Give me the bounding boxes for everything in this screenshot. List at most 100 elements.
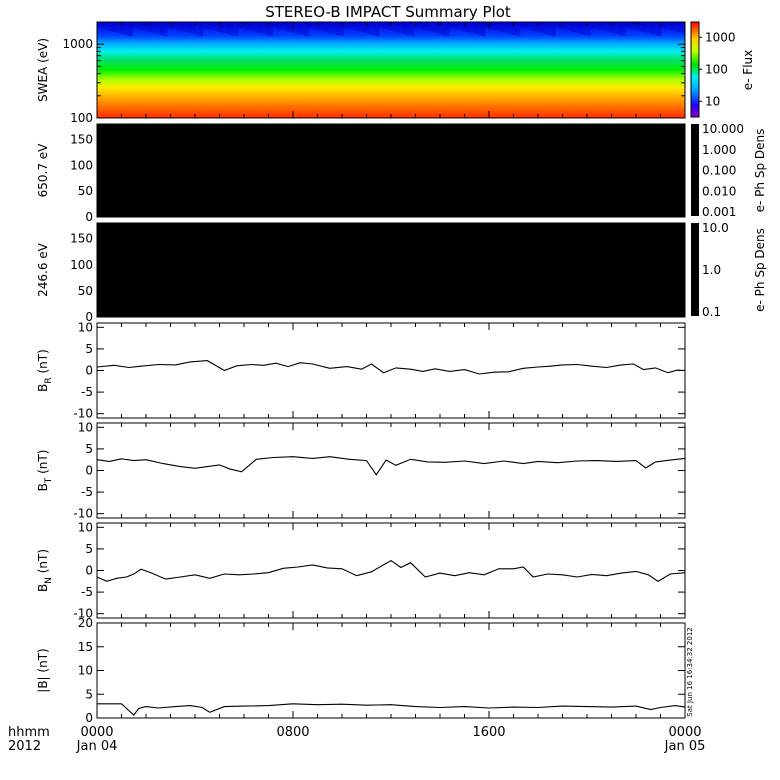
- swea-texture-column: [673, 22, 678, 31]
- swea-texture-column: [418, 22, 423, 29]
- swea-texture-column: [316, 22, 321, 30]
- swea-texture-column: [128, 22, 133, 36]
- br-panel-data-point: [434, 368, 436, 370]
- bmag-panel-ylabel: |B| (nT): [36, 648, 50, 692]
- timestamp-note: Sat Jun 16 16:34:32 2012: [686, 627, 694, 716]
- bmag-panel-data-point: [684, 706, 686, 708]
- bmag-panel-data-point: [488, 707, 490, 709]
- bt-panel-data-point: [395, 464, 397, 466]
- bt-panel-data-point: [464, 460, 465, 462]
- swea-colorbar-label: e- Flux: [741, 50, 755, 90]
- br-panel-data-point: [128, 367, 130, 368]
- bn-panel-ylabel-main: B: [36, 584, 50, 592]
- swea-texture-column: [485, 22, 489, 28]
- bn-panel-data-point: [400, 567, 402, 568]
- bn-panel-data-point: [522, 566, 524, 568]
- bmag-panel-data-point: [562, 705, 563, 707]
- swea-texture-column: [665, 22, 670, 29]
- swea-texture-column: [649, 22, 654, 34]
- swea-texture-column: [332, 22, 337, 34]
- bt-panel-data-point: [503, 460, 505, 462]
- br-panel-ylabel-unit: (nT): [36, 349, 50, 377]
- bn-panel-ytick-label: -5: [81, 585, 93, 599]
- br-panel-data-point: [113, 364, 115, 366]
- br-panel-data-point: [312, 363, 313, 365]
- bn-panel-data-point: [140, 568, 142, 570]
- bt-panel-data-point: [206, 466, 208, 467]
- swea-texture-column: [575, 22, 580, 33]
- bn-panel-data-point: [410, 562, 411, 564]
- br-panel-data-point: [395, 367, 397, 369]
- swea-texture-column: [179, 22, 184, 31]
- pad-650-panel-ytick-label: 0: [85, 210, 93, 224]
- bmag-panel-data-point: [586, 706, 588, 707]
- bn-panel-data-point: [606, 575, 607, 577]
- swea-texture-column: [230, 22, 235, 35]
- bn-panel-ylabel: BN (nT): [36, 549, 54, 592]
- pad-650-panel-colorbar-tick-label: 10.000: [702, 122, 744, 136]
- swea-texture-column: [140, 22, 145, 30]
- swea-texture-column: [144, 22, 148, 31]
- swea-texture-column: [324, 22, 329, 32]
- bmag-panel-data-point: [415, 706, 416, 707]
- pad-246-panel-ytick-label: 100: [70, 258, 93, 272]
- bt-panel-data-point: [655, 461, 656, 463]
- swea-texture-column: [645, 22, 650, 33]
- br-panel-data-point: [383, 372, 384, 374]
- pad-246-panel-colorbar-tick-label: 10.0: [702, 221, 729, 235]
- swea-texture-column: [571, 22, 576, 32]
- br-panel-series-line: [96, 360, 686, 375]
- bn-panel-data-point: [253, 573, 255, 575]
- swea-texture-column: [198, 22, 203, 36]
- bmag-panel-data-point: [268, 705, 269, 706]
- swea-texture-column: [214, 22, 219, 31]
- bn-panel-data-point: [356, 575, 358, 577]
- pad-650-panel-ylabel: 650.7 eV: [36, 143, 50, 198]
- bmag-panel-data-point: [464, 706, 465, 707]
- bt-panel-ytick-label: 0: [85, 464, 93, 478]
- bn-panel-series-line: [96, 559, 686, 582]
- swea-texture-column: [681, 22, 685, 33]
- bmag-panel-data-point: [157, 707, 159, 709]
- bn-panel-data-point: [341, 568, 343, 570]
- bn-panel-data-point: [454, 575, 456, 577]
- swea-texture-column: [469, 22, 474, 33]
- swea-texture-column: [383, 22, 388, 29]
- swea-texture-column: [375, 22, 380, 36]
- bn-panel-data-point: [576, 576, 578, 578]
- bmag-panel-data-point: [189, 705, 191, 706]
- swea-colorbar-tick-label: 1000: [705, 30, 736, 44]
- swea-texture-column: [528, 22, 533, 30]
- swea-texture-column: [567, 22, 572, 31]
- time-tick-label: 0000: [80, 725, 113, 740]
- bt-panel-data-point: [576, 460, 578, 462]
- br-panel-data-point: [275, 362, 277, 364]
- swea-texture-column: [669, 22, 674, 30]
- swea-texture-column: [195, 22, 199, 35]
- swea-texture-column: [245, 22, 250, 30]
- br-panel-ylabel-sub: R: [44, 377, 54, 383]
- swea-texture-column: [426, 22, 431, 31]
- time-axis-corner-label: hhmm: [8, 725, 50, 740]
- swea-texture-column: [104, 22, 109, 30]
- br-panel-data-point: [287, 366, 289, 367]
- bt-panel-ytick-label: 5: [85, 442, 93, 456]
- bmag-panel-data-point: [121, 703, 122, 705]
- swea-texture-column: [606, 22, 611, 32]
- br-panel-data-point: [236, 365, 238, 367]
- br-panel-data-point: [655, 367, 656, 369]
- bmag-panel-data-point: [138, 708, 140, 709]
- swea-texture-column: [296, 22, 301, 34]
- swea-texture-column: [587, 22, 591, 36]
- bmag-panel-data-point: [209, 711, 211, 713]
- br-panel-data-point: [591, 365, 593, 367]
- bn-panel-data-point: [483, 574, 485, 576]
- swea-texture-column: [477, 22, 482, 35]
- br-panel-data-point: [449, 371, 451, 372]
- bt-panel-ytick-label: -5: [81, 485, 93, 499]
- br-panel-data-point: [263, 364, 264, 366]
- bt-panel-data-point: [162, 463, 164, 464]
- swea-texture-column: [222, 22, 227, 33]
- time-tick-label: 0000: [668, 725, 701, 740]
